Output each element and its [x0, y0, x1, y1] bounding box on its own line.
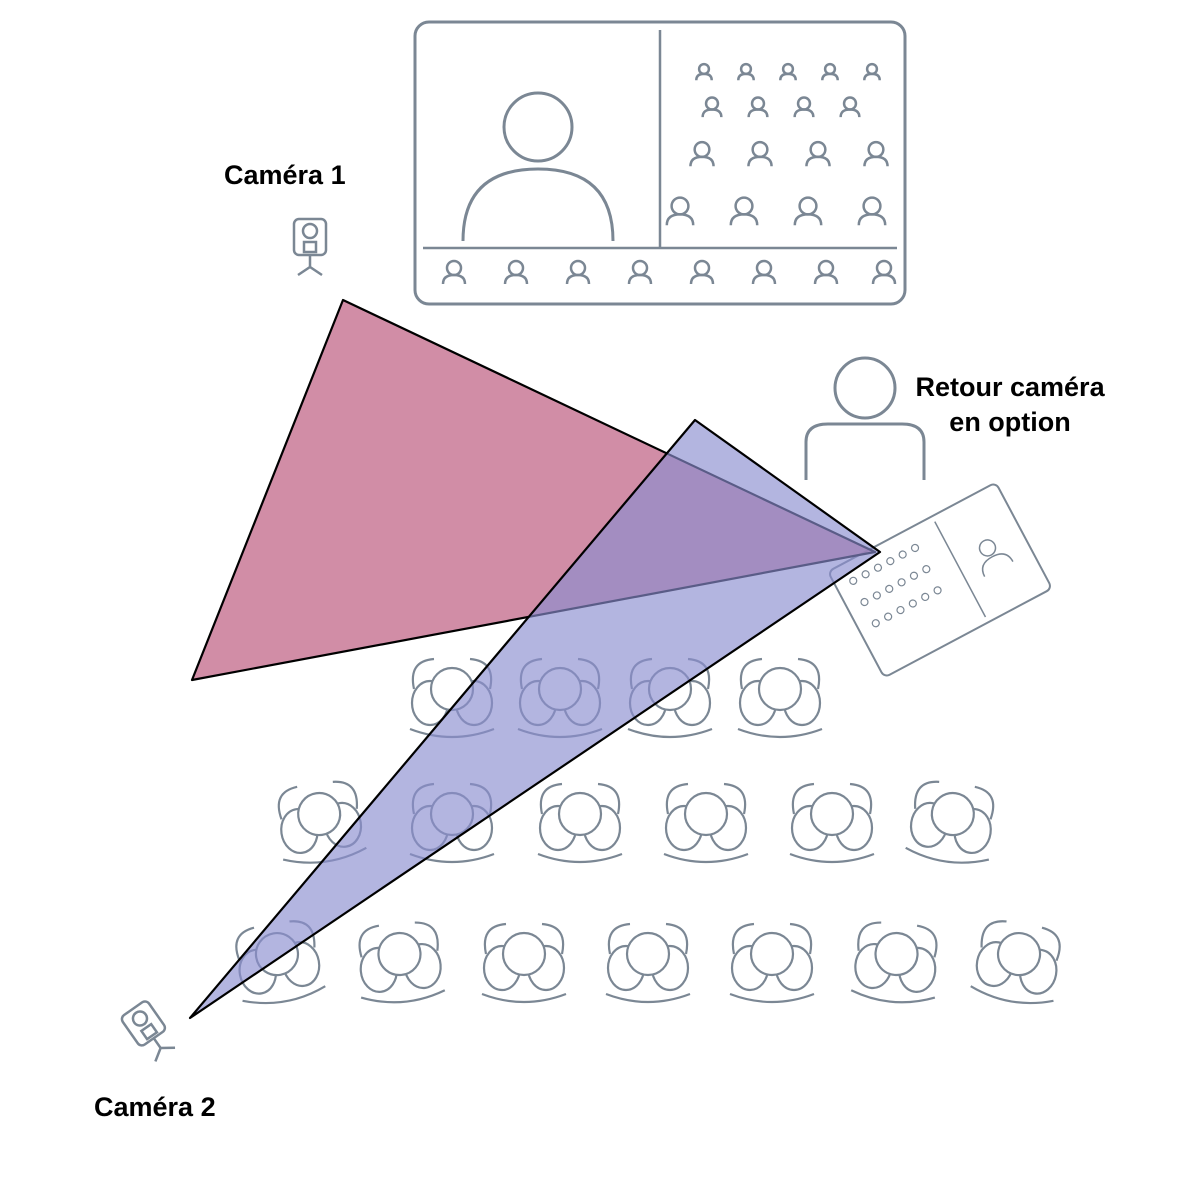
return-monitor	[828, 482, 1052, 677]
camera-fields	[190, 300, 880, 1018]
label-return-monitor: Retour caméra en option	[916, 370, 1105, 440]
camera-icon	[120, 1000, 178, 1064]
video-screen	[415, 22, 905, 304]
label-camera-2: Caméra 2	[94, 1090, 216, 1125]
diagram-canvas	[0, 0, 1200, 1200]
presenter-standing	[806, 358, 924, 480]
label-camera-1: Caméra 1	[224, 158, 346, 193]
camera-icon	[294, 219, 326, 275]
